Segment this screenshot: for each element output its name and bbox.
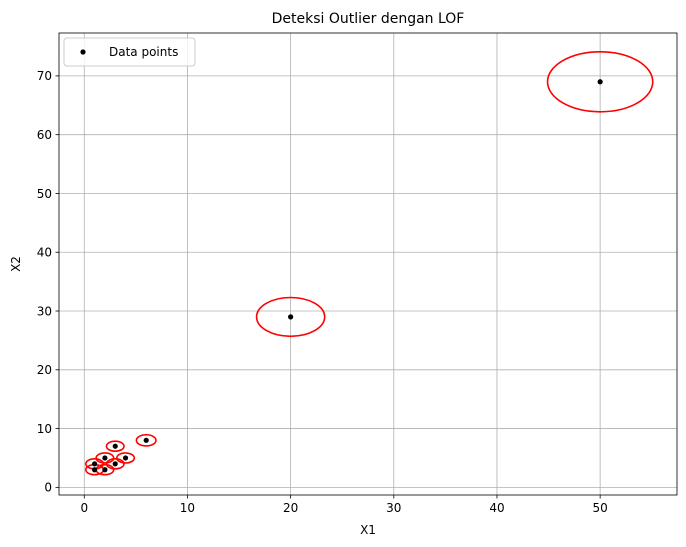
plot-frame (58, 32, 678, 496)
data-point (102, 455, 108, 461)
data-point (102, 467, 108, 473)
lof-circle (255, 296, 326, 338)
data-point (91, 461, 98, 467)
legend-label-data-points: Data points (109, 45, 178, 59)
data-points (91, 79, 603, 473)
x-tick-label: 0 (80, 501, 88, 515)
grid-lines (59, 33, 677, 495)
y-tick-label: 50 (37, 187, 52, 201)
y-tick-label: 0 (44, 481, 52, 495)
data-point (91, 467, 98, 473)
y-tick-label: 30 (37, 304, 52, 318)
lof-circle (105, 458, 125, 470)
lof-circle (95, 452, 115, 464)
lof-circle (105, 440, 125, 453)
x-tick-label: 10 (180, 501, 195, 515)
y-tick-label: 70 (37, 69, 52, 83)
lof-circle (546, 51, 654, 113)
data-point (112, 443, 118, 449)
axis-ticks: 0 10 20 30 40 50 0 10 20 30 40 50 60 70 (37, 69, 608, 515)
y-tick-label: 20 (37, 363, 52, 377)
data-point (122, 455, 129, 461)
data-point (288, 314, 294, 320)
y-tick-label: 40 (37, 246, 52, 260)
x-tick-label: 40 (489, 501, 504, 515)
y-tick-label: 10 (37, 422, 52, 436)
legend: Data points (63, 37, 196, 67)
x-tick-label: 20 (283, 501, 298, 515)
lof-circle (115, 452, 136, 464)
data-point (143, 437, 149, 443)
x-tick-label: 30 (386, 501, 401, 515)
chart-title: Deteksi Outlier dengan LOF (272, 11, 465, 27)
y-axis-label: X2 (9, 256, 23, 272)
x-axis-label: X1 (360, 523, 376, 537)
data-point (112, 461, 118, 467)
y-tick-label: 60 (37, 128, 52, 142)
legend-box (63, 37, 196, 67)
data-point (597, 79, 603, 85)
legend-marker-data-points (80, 49, 86, 55)
lof-circle (135, 433, 157, 447)
x-tick-label: 50 (592, 501, 607, 515)
